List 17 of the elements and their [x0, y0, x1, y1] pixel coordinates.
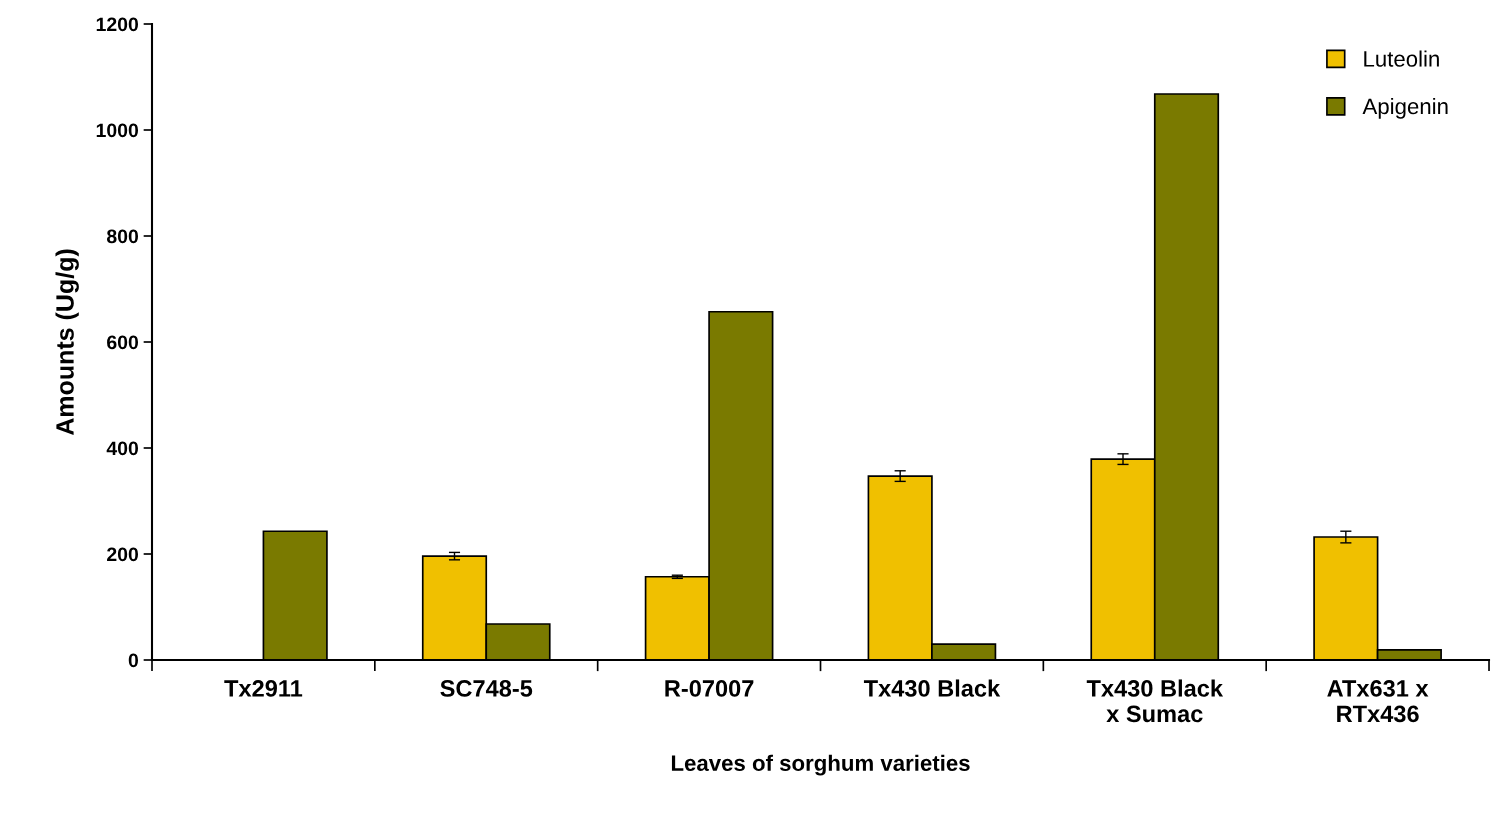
x-axis-title: Leaves of sorghum varieties — [671, 754, 970, 776]
x-tick-label: ATx631 x RTx436 — [1327, 680, 1429, 723]
y-axis-title: Amounts (Ug/g) — [55, 249, 79, 436]
y-tick-label: 200 — [107, 547, 139, 562]
y-tick-label: 1200 — [96, 17, 139, 32]
x-tick-label: Tx2911 — [224, 680, 303, 697]
legend-label: Luteolin — [1364, 50, 1439, 67]
x-tick-label: R-07007 — [665, 680, 754, 697]
y-tick-label: 1000 — [96, 123, 139, 138]
x-tick-label: Tx430 Black — [863, 679, 1001, 697]
y-tick-label: 0 — [128, 653, 139, 668]
legend-label: Apigenin — [1362, 97, 1448, 119]
x-tick-label: Tx430 Black x Sumac — [1086, 679, 1224, 723]
y-tick-label: 400 — [106, 441, 139, 456]
y-tick-label: 600 — [107, 335, 139, 350]
y-tick-label: 800 — [106, 229, 139, 244]
x-tick-label: SC748-5 — [440, 680, 533, 697]
